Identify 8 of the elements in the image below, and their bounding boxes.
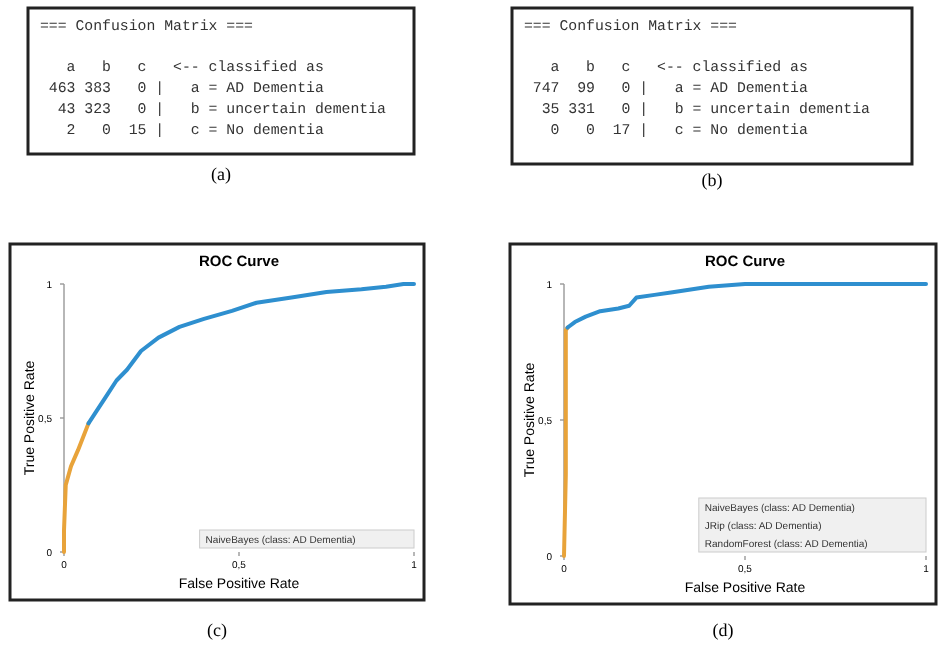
line-series: [62, 421, 91, 554]
text: (d): [712, 620, 734, 640]
line-series: [86, 282, 416, 426]
text: (c): [207, 620, 227, 640]
text: (a): [211, 164, 231, 184]
text: (b): [701, 170, 723, 190]
line-series: [562, 325, 570, 558]
line-series: [565, 282, 928, 330]
